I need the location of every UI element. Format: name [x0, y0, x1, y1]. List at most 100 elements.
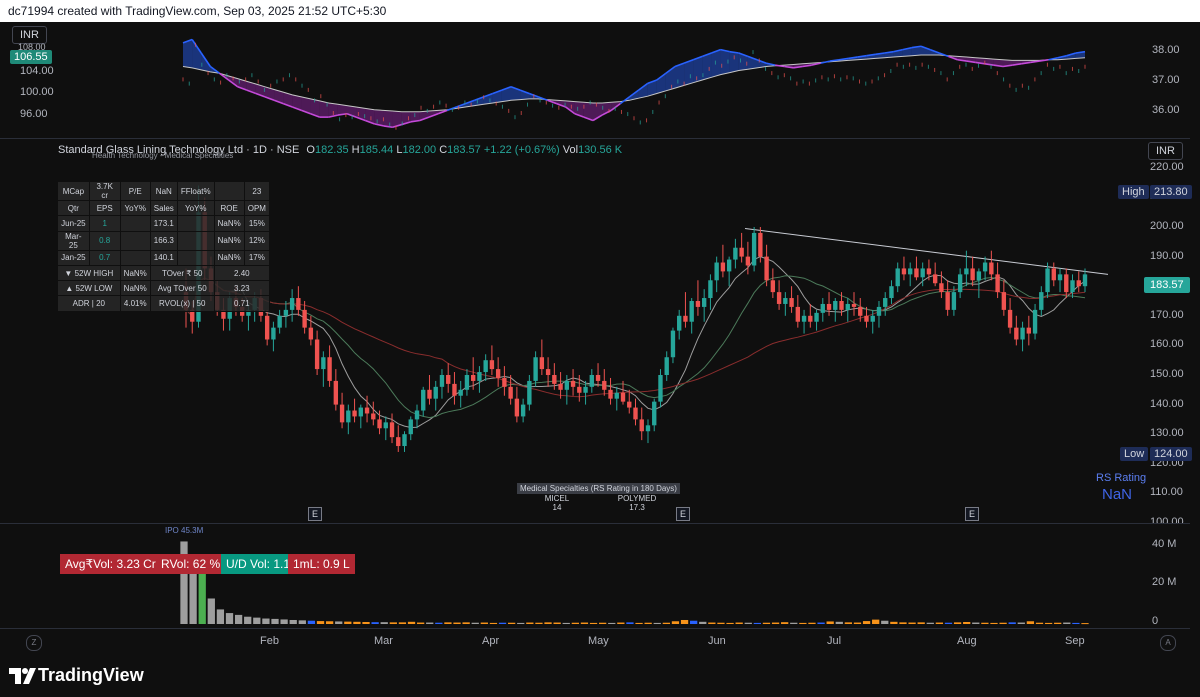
rs-line-segment [765, 62, 776, 66]
fundamentals-cell: 15% [244, 215, 271, 232]
rs-fill-segment [365, 108, 375, 124]
time-axis: Feb Mar Apr May Jun Jul Aug Sep [0, 629, 1190, 655]
rs-line-segment [556, 102, 566, 108]
rs-line-segment [948, 55, 958, 61]
fundamentals-row: MCap 3.7K cr P/E NaN FFloat% 23 [58, 182, 271, 201]
candle [364, 395, 370, 423]
candle [689, 298, 694, 334]
high-label-tag: High [1118, 185, 1149, 199]
rs-line-segment [820, 60, 831, 64]
candle [726, 256, 732, 287]
rs-line-segment [993, 64, 1004, 68]
rs-fill-segment [602, 102, 612, 116]
candle [1064, 268, 1069, 299]
volume-bar [926, 622, 934, 624]
ohlc-h: 185.44 [359, 144, 394, 156]
fundamentals-cell: 1 [89, 215, 121, 232]
price-pane[interactable]: Standard Glass Lining Technology Ltd · 1… [0, 139, 1192, 528]
candle [470, 357, 476, 390]
volume-bar [744, 622, 752, 624]
candle [477, 366, 482, 393]
symbol-title[interactable]: Standard Glass Lining Technology Ltd · 1… [58, 144, 300, 156]
rs-line-segment [355, 116, 366, 122]
earnings-marker-2[interactable]: E [676, 507, 690, 521]
candle [302, 301, 307, 334]
earnings-marker-1[interactable]: E [308, 507, 322, 521]
rs-pane[interactable]: INR 108.00 106.55 104.00 100.00 96.00 38… [0, 22, 1190, 138]
volume-bar [498, 622, 507, 624]
volume-bar [853, 622, 862, 624]
volume-pane[interactable]: IPO 45.3M 40 M 20 M 0 [0, 524, 1190, 628]
candle [1020, 321, 1025, 352]
volume-bar [617, 622, 625, 624]
candle [427, 375, 432, 405]
price-currency-button[interactable]: INR [1148, 142, 1183, 160]
rs-line-segment [1021, 61, 1031, 65]
footer: TradingView [0, 655, 1200, 697]
volume-bar [571, 622, 579, 624]
candle [664, 351, 669, 381]
candle [683, 292, 688, 328]
fundamentals-cell: NaN% [120, 265, 151, 282]
candle [1001, 280, 1007, 316]
volume-bar [917, 622, 925, 624]
earnings-marker-3[interactable]: E [965, 507, 979, 521]
volume-bar [762, 622, 771, 624]
volume-bar [935, 622, 944, 624]
candle [1014, 315, 1019, 346]
candle [608, 377, 613, 405]
fundamentals-cell [120, 250, 151, 266]
tradingview-brand[interactable]: TradingView [38, 665, 144, 685]
rs-line-segment [364, 119, 375, 125]
candle [864, 306, 869, 328]
rs-line-segment [1048, 56, 1058, 61]
price-tick-0: 220.00 [1150, 160, 1184, 173]
candle [639, 407, 644, 441]
ipo-label: IPO 45.3M [165, 526, 204, 535]
volume-bar [280, 619, 288, 624]
candle [495, 357, 501, 387]
candle [1076, 271, 1081, 293]
rs-line-segment [802, 64, 812, 68]
volume-bar [444, 622, 452, 624]
rs-currency-button[interactable]: INR [12, 26, 47, 44]
fundamentals-cell: Avg TOver 50 [150, 280, 215, 297]
volume-bar [489, 622, 498, 624]
volume-bar [826, 621, 834, 624]
candle [1039, 286, 1044, 316]
rs-line-segment [619, 96, 630, 105]
rs-line-segment [857, 54, 867, 58]
rs-left-price-tag: 106.55 [10, 50, 52, 64]
volume-bar [835, 621, 843, 624]
ohlc-c: 183.57 [447, 144, 481, 156]
candle [951, 286, 957, 316]
rs-line-segment [565, 106, 576, 115]
rs-line-segment [811, 62, 821, 66]
auto-scale-button[interactable]: A [1160, 635, 1176, 651]
rs-fill-segment [401, 111, 411, 125]
zoom-z-button[interactable]: Z [26, 635, 42, 651]
rs-line-segment [200, 52, 211, 67]
rs-line-segment [574, 112, 585, 118]
high-value-tag: 213.80 [1150, 185, 1192, 199]
candle [633, 398, 638, 426]
rs-line-segment [1039, 58, 1049, 62]
volume-bar [253, 617, 261, 624]
candle [508, 375, 513, 405]
fundamentals-row: ADR | 20 4.01% RVOL(x) | 50 0.71 [58, 295, 271, 312]
moving-average-line [185, 275, 1086, 419]
volume-bar [781, 622, 789, 624]
fundamentals-row: Jun-25 1 173.1 NaN% 15% [58, 215, 271, 232]
rs-line-segment [483, 92, 494, 98]
candle [352, 398, 357, 423]
candle [895, 262, 900, 293]
rs-line-segment [465, 99, 475, 105]
low-label-tag: Low [1120, 447, 1149, 461]
rs-line-segment [984, 63, 995, 66]
candle [964, 250, 969, 287]
rs-line-segment [292, 106, 302, 112]
time-label-7: Sep [1065, 635, 1085, 647]
volume-bar [462, 622, 470, 624]
volume-bar [671, 621, 680, 624]
volume-bar [353, 621, 361, 624]
